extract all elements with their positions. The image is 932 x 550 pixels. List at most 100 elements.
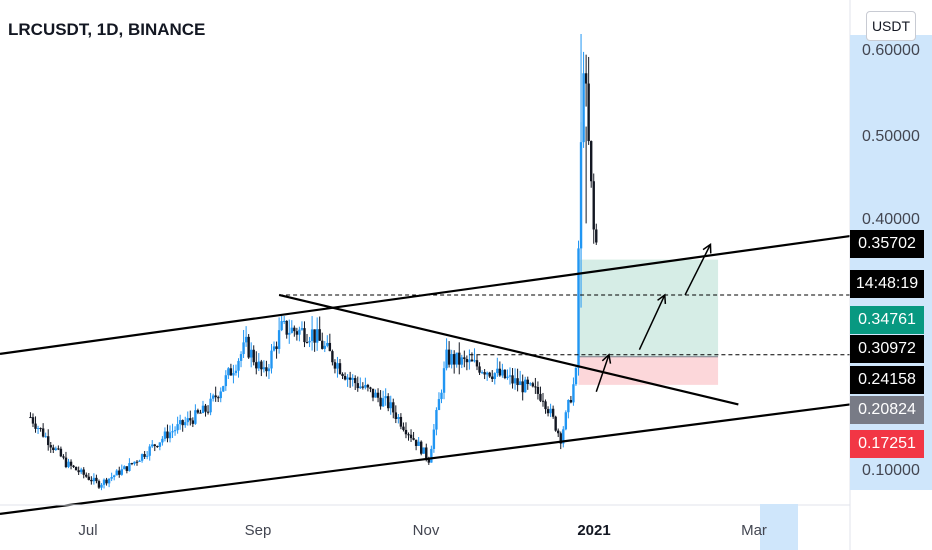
candle-up [513,378,517,384]
candle-down [475,360,479,367]
candle-down [229,368,233,376]
candle-down [399,416,403,427]
candle-down [425,447,428,459]
candle-down [125,466,129,471]
candle-up [359,386,362,389]
candle-down [199,412,202,414]
candle-down [295,331,299,335]
candle-up [422,447,425,454]
candle-up [54,448,58,451]
candle-down [539,393,542,401]
candle-down [569,400,573,403]
candle-up [508,375,512,377]
candle-down [59,448,63,457]
candle-down [85,474,88,477]
candle-up [564,412,568,430]
candle-down [77,470,80,473]
candle-down [348,377,352,380]
candle-up [460,357,463,365]
candle-down [260,361,263,370]
candle-up [308,340,311,343]
candle-up [120,469,123,475]
candle-up [112,475,116,478]
candle-down [546,409,550,414]
candle-up [67,461,70,468]
price-label: 0.24158 [850,366,924,394]
candle-up [267,368,271,372]
candle-up [232,373,235,376]
price-tick: 0.50000 [862,128,920,145]
candle-up [364,384,367,388]
arrow-head [601,353,612,364]
candle-down [544,401,547,410]
candle-down [392,402,395,413]
candle-down [118,470,121,475]
time-axis-highlight [760,504,798,550]
trendline [278,293,739,406]
candle-down [516,378,519,386]
candle-down [69,461,73,466]
candle-down [338,363,342,374]
candle-down [303,328,306,343]
candle-up [346,377,349,380]
candle-up [158,442,162,447]
candle-up [107,478,111,484]
candle-up [577,248,580,368]
candle-up [186,418,189,423]
candle-down [217,397,220,399]
candle-up [224,375,228,387]
annotation-arrow [638,294,666,351]
candle-up [257,361,261,369]
candle-up [384,396,387,399]
candle-down [587,83,590,142]
candle-up [432,429,436,449]
symbol-title[interactable]: LRCUSDT, 1D, BINANCE [8,20,206,39]
candle-up [211,395,215,399]
time-tick: Jul [78,522,98,539]
candle-down [526,379,529,385]
candle-down [387,396,390,409]
candle-up [270,350,273,369]
time-tick: Mar [741,522,767,539]
arrow-head [702,243,712,254]
candle-up [178,420,182,425]
candle-down [452,354,456,365]
candle-down [592,181,595,230]
candle-down [409,434,413,439]
candle-up [222,386,225,392]
candle-down [369,387,372,389]
candle-down [331,351,334,363]
candle-up [567,400,570,413]
candle-down [41,428,45,437]
candle-down [87,476,91,480]
candle-up [381,398,385,407]
candle-up [389,402,392,409]
candle-down [343,376,347,380]
candle-up [572,384,575,403]
candle-up [582,73,585,143]
annotation-arrow [684,244,712,296]
trendline [0,234,851,355]
candle-up [249,349,253,358]
currency-button[interactable]: USDT [866,11,916,41]
candle-up [140,454,144,461]
candle-down [321,340,324,349]
candle-down [52,447,55,451]
candle-down [465,359,469,363]
candle-down [463,357,466,360]
candle-down [285,320,288,335]
candle-down [371,388,375,398]
time-tick: Nov [412,522,440,539]
candle-up [485,372,489,375]
candle-down [130,463,134,465]
candle-up [79,469,83,473]
candle-down [488,372,491,377]
candle-up [315,329,319,343]
annotation-arrow [595,354,610,393]
candle-up [298,329,301,335]
candle-up [168,432,172,439]
trendline [0,403,851,515]
candle-up [310,329,314,341]
price-label: 0.35702 [850,230,924,258]
